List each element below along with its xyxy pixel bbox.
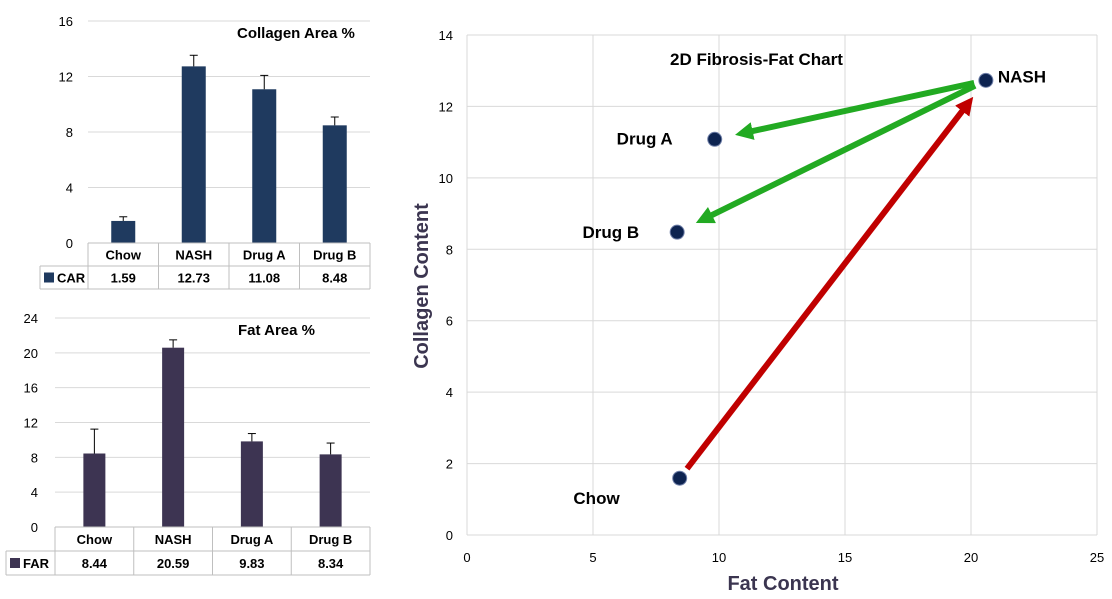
collagen-y-tick-label: 0: [66, 236, 73, 251]
collagen-category-label: NASH: [175, 248, 212, 263]
scatter-point-label: Drug B: [582, 223, 639, 242]
collagen-bar: [181, 66, 206, 243]
scatter-x-tick-label: 15: [838, 550, 852, 565]
fat-y-tick-label: 16: [24, 381, 38, 396]
scatter-y-tick-label: 12: [439, 99, 453, 114]
collagen-y-tick-label: 8: [66, 125, 73, 140]
fat-y-tick-label: 12: [24, 416, 38, 431]
scatter-y-tick-label: 4: [446, 385, 453, 400]
scatter-y-tick-label: 0: [446, 528, 453, 543]
collagen-table-value: 8.48: [322, 271, 347, 286]
collagen-data-table: Chow 1.59 NASH 12.73 Drug A 11.08 Drug B 8.48 CA…: [39, 242, 371, 290]
scatter-y-axis-title: Collagen Content: [411, 203, 433, 369]
collagen-bar: [111, 220, 136, 243]
scatter-chart-title: 2D Fibrosis-Fat Chart: [670, 50, 843, 69]
collagen-y-tick-label: 12: [59, 70, 73, 85]
fat-y-tick-label: 8: [31, 450, 38, 465]
scatter-point-label: Drug A: [617, 129, 673, 148]
fat-category-label: Drug A: [230, 532, 273, 547]
scatter-arrows: [684, 79, 977, 471]
scatter-point: [707, 131, 723, 147]
arrow-nash-to-drug-a: [735, 79, 975, 140]
fat-table-value: 8.34: [318, 556, 344, 571]
scatter-y-tick-label: 2: [446, 457, 453, 472]
arrow-chow-to-nash: [684, 96, 974, 471]
collagen-bar: [252, 89, 277, 243]
fat-table-value: 20.59: [157, 556, 190, 571]
arrow-nash-to-drug-b: [695, 82, 977, 224]
fat-y-tick-label: 24: [24, 311, 38, 326]
fat-bar: [83, 453, 106, 527]
collagen-bar: [322, 125, 347, 243]
collagen-bars: [111, 54, 347, 243]
collagen-y-tick-label: 16: [59, 14, 73, 29]
fat-legend-swatch: [10, 558, 20, 568]
scatter-point: [672, 470, 688, 486]
fat-bars: [83, 339, 342, 527]
scatter-points: Chow NASH Drug A Drug B: [573, 67, 1046, 508]
scatter-gridlines: [466, 34, 1098, 536]
collagen-series-name: CAR: [57, 271, 86, 286]
collagen-category-label: Drug B: [313, 248, 356, 263]
scatter-ticks: 0 5 10 15 20 25 0 2 4 6 8 10 12 14: [439, 28, 1105, 565]
fat-category-label: NASH: [155, 532, 192, 547]
collagen-table-value: 12.73: [177, 271, 210, 286]
scatter-y-tick-label: 10: [439, 171, 453, 186]
fat-table-value: 9.83: [239, 556, 264, 571]
scatter-point: [978, 72, 994, 88]
scatter-point-label: NASH: [998, 67, 1046, 86]
collagen-area-chart: 0 4 8 12 16 Chow 1.59 NASH 12.73 Drug A 11.08 Drug…: [39, 14, 371, 290]
fat-y-tick-label: 20: [24, 346, 38, 361]
fat-category-label: Chow: [77, 532, 113, 547]
fat-area-chart: 0 4 8 12 16 20 24 Chow 8.44 NASH 20.59 Drug A 9.83 D…: [5, 311, 371, 576]
collagen-y-ticks: 0 4 8 12 16: [59, 14, 73, 251]
fat-y-ticks: 0 4 8 12 16 20 24: [24, 311, 38, 535]
fat-data-table: Chow 8.44 NASH 20.59 Drug A 9.83 Drug B 8.34 FAR: [5, 526, 371, 576]
scatter-x-tick-label: 5: [589, 550, 596, 565]
fat-category-label: Drug B: [309, 532, 352, 547]
fat-bar: [319, 454, 342, 527]
fat-y-tick-label: 0: [31, 520, 38, 535]
fat-chart-title: Fat Area %: [238, 322, 315, 339]
fat-series-name: FAR: [23, 556, 50, 571]
scatter-x-tick-label: 10: [712, 550, 726, 565]
collagen-table-value: 11.08: [248, 271, 280, 286]
collagen-category-label: Drug A: [243, 248, 286, 263]
collagen-category-label: Chow: [106, 248, 142, 263]
scatter-x-tick-label: 25: [1090, 550, 1104, 565]
fat-bar: [162, 347, 185, 527]
scatter-y-tick-label: 8: [446, 242, 453, 257]
scatter-y-tick-label: 6: [446, 314, 453, 329]
collagen-legend-swatch: [44, 272, 54, 283]
fat-y-tick-label: 4: [31, 485, 38, 500]
scatter-x-axis-title: Fat Content: [727, 573, 838, 595]
collagen-table-value: 1.59: [111, 271, 136, 286]
collagen-y-tick-label: 4: [66, 181, 73, 196]
scatter-y-tick-label: 14: [439, 28, 453, 43]
scatter-point-label: Chow: [573, 489, 620, 508]
fibrosis-fat-scatter-chart: 0 5 10 15 20 25 0 2 4 6 8 10 12 14 Chow NASH Drug A Drug…: [411, 28, 1104, 595]
collagen-chart-title: Collagen Area %: [237, 25, 355, 42]
scatter-x-tick-label: 0: [463, 550, 470, 565]
fat-table-value: 8.44: [82, 556, 108, 571]
scatter-point: [669, 224, 685, 240]
fat-bar: [240, 441, 263, 527]
scatter-x-tick-label: 20: [964, 550, 978, 565]
